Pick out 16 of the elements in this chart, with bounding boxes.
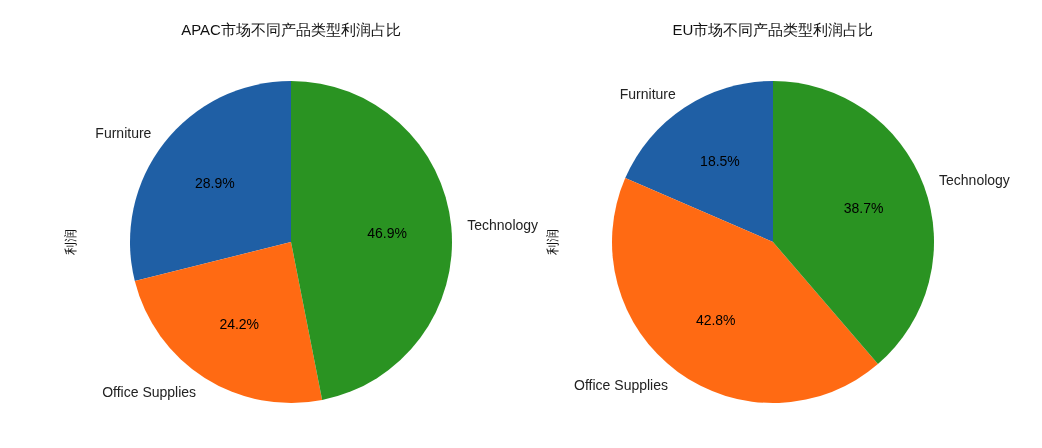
chart-title: EU市场不同产品类型利润占比 bbox=[672, 21, 874, 38]
slice-label: Office Supplies bbox=[102, 383, 197, 400]
data-label: 42.8% bbox=[695, 311, 736, 328]
slice-label: Technology bbox=[939, 172, 1010, 189]
chart-title: APAC市场不同产品类型利润占比 bbox=[181, 21, 401, 38]
data-label: 18.5% bbox=[700, 153, 740, 170]
data-label: 24.2% bbox=[219, 315, 260, 332]
data-label: 46.9% bbox=[367, 224, 407, 241]
slice-label: Furniture bbox=[95, 125, 152, 142]
slice-label: Office Supplies bbox=[574, 376, 669, 393]
text: 利润 bbox=[63, 229, 78, 255]
slice-label: Technology bbox=[467, 216, 539, 233]
text: 利润 bbox=[545, 229, 560, 255]
data-label: 38.7% bbox=[843, 200, 884, 217]
slice-label: Furniture bbox=[619, 85, 676, 102]
data-label: 28.9% bbox=[195, 174, 235, 191]
